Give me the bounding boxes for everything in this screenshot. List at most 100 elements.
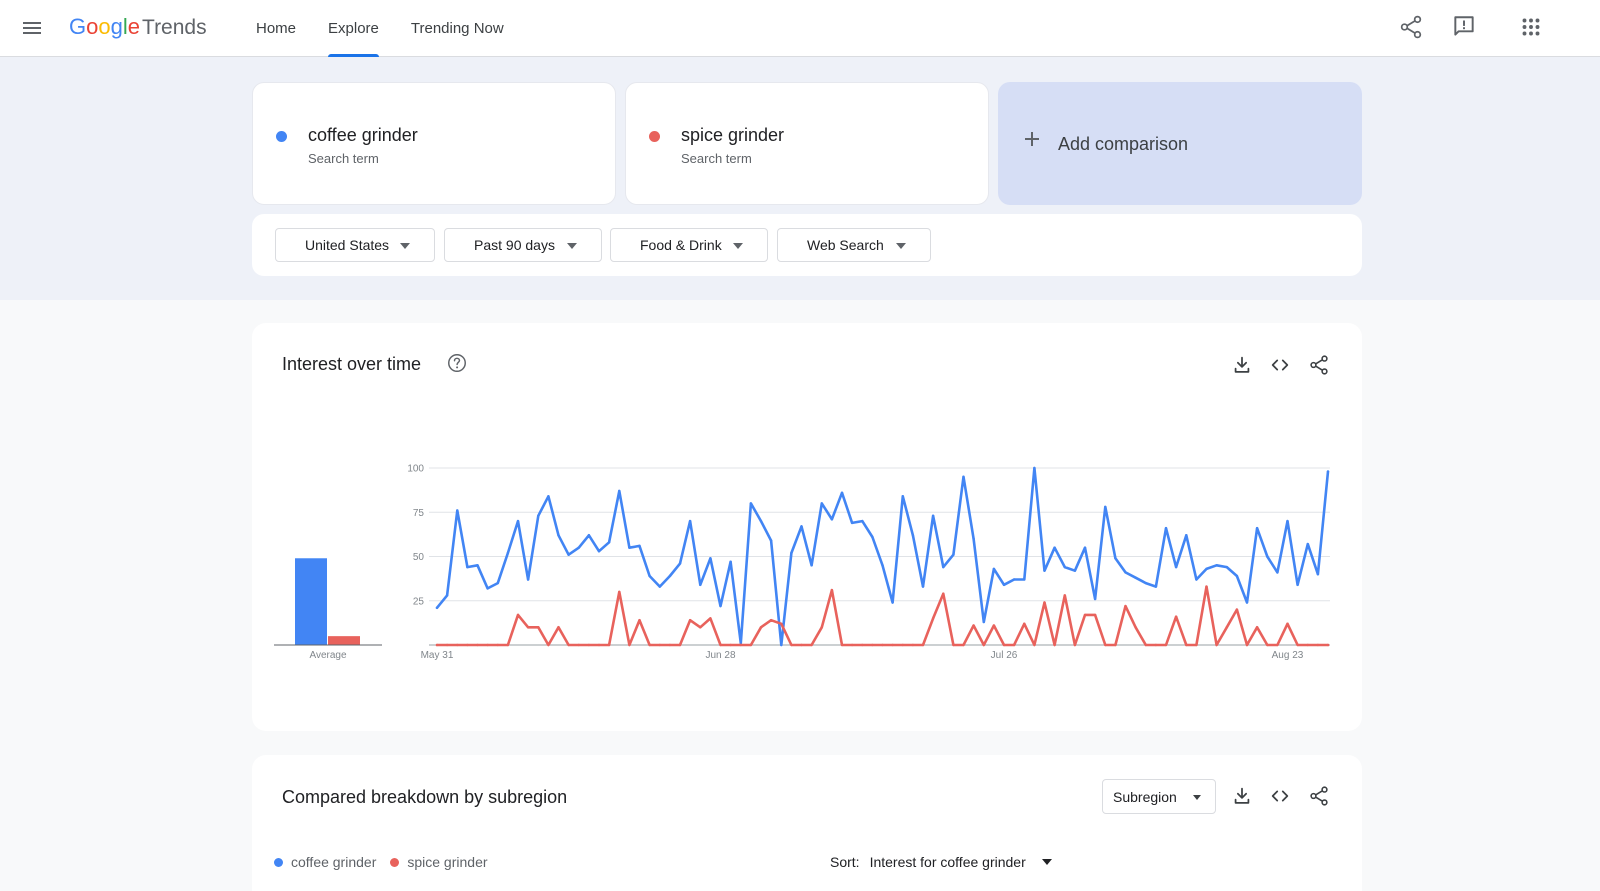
embed-icon[interactable] xyxy=(1269,354,1291,376)
data-point-coffee-grinder xyxy=(1164,526,1168,530)
plus-icon xyxy=(1025,132,1039,146)
region-filter-label: United States xyxy=(305,237,390,253)
data-point-coffee-grinder xyxy=(1316,573,1320,576)
time-filter[interactable]: Past 90 days xyxy=(444,228,602,262)
data-point-spice-grinder xyxy=(1235,608,1239,611)
data-point-spice-grinder xyxy=(1012,643,1016,647)
search-term-card-1[interactable]: coffee grinder Search term xyxy=(252,82,616,205)
share-icon[interactable] xyxy=(1398,14,1424,40)
average-label: Average xyxy=(309,650,347,661)
data-point-coffee-grinder xyxy=(567,553,570,556)
data-point-coffee-grinder xyxy=(982,620,985,624)
data-point-coffee-grinder xyxy=(1286,519,1289,523)
data-point-spice-grinder xyxy=(668,643,672,647)
search-type-filter-label: Web Search xyxy=(807,237,884,253)
dropdown-caret-icon xyxy=(896,243,906,249)
download-icon[interactable] xyxy=(1231,785,1253,807)
search-term-name: coffee grinder xyxy=(308,125,418,145)
average-bar-coffee-grinder xyxy=(295,558,327,645)
data-point-spice-grinder xyxy=(1023,622,1026,625)
menu-icon[interactable] xyxy=(20,16,44,40)
data-point-spice-grinder xyxy=(1164,643,1168,647)
feedback-icon[interactable] xyxy=(1451,14,1477,40)
sort-label: Sort: xyxy=(830,854,860,870)
help-icon[interactable] xyxy=(446,352,468,374)
data-point-spice-grinder xyxy=(466,643,469,647)
subregion-select[interactable]: Subregion xyxy=(1102,779,1216,814)
data-point-spice-grinder xyxy=(526,626,530,629)
data-point-coffee-grinder xyxy=(587,534,591,537)
data-point-coffee-grinder xyxy=(1235,574,1239,578)
data-point-coffee-grinder xyxy=(1033,466,1036,470)
data-point-spice-grinder xyxy=(496,643,499,647)
data-point-coffee-grinder xyxy=(911,534,915,537)
legend-dot xyxy=(274,857,283,867)
add-comparison-button[interactable]: Add comparison xyxy=(998,82,1362,205)
category-filter[interactable]: Food & Drink xyxy=(610,228,768,262)
nav-tab-trending-now[interactable]: Trending Now xyxy=(410,20,504,37)
x-tick-label: Jun 28 xyxy=(705,650,735,661)
data-point-coffee-grinder xyxy=(557,534,560,537)
dropdown-caret-icon[interactable] xyxy=(1041,859,1052,865)
subregion-select-label: Subregion xyxy=(1113,788,1177,805)
data-point-spice-grinder xyxy=(1195,643,1198,647)
filter-bar: United States Past 90 days Food & Drink … xyxy=(252,214,1362,276)
data-point-spice-grinder xyxy=(1154,643,1158,647)
data-point-spice-grinder xyxy=(911,643,915,647)
interest-over-time-title: Interest over time xyxy=(282,354,422,374)
data-point-spice-grinder xyxy=(962,643,965,647)
data-point-spice-grinder xyxy=(1316,643,1320,647)
data-point-coffee-grinder xyxy=(699,583,702,587)
data-point-coffee-grinder xyxy=(1205,567,1208,571)
search-term-card-2[interactable]: spice grinder Search term xyxy=(625,82,989,205)
data-point-coffee-grinder xyxy=(607,541,611,544)
nav-tab-home[interactable]: Home xyxy=(256,20,297,37)
search-type-filter[interactable]: Web Search xyxy=(777,228,931,262)
data-point-coffee-grinder xyxy=(1043,569,1046,572)
data-point-coffee-grinder xyxy=(901,495,904,498)
data-point-spice-grinder xyxy=(577,643,580,647)
data-point-spice-grinder xyxy=(709,617,712,620)
data-point-spice-grinder xyxy=(658,643,661,647)
data-point-coffee-grinder xyxy=(1225,565,1228,569)
region-filter[interactable]: United States xyxy=(275,228,435,262)
sort-value[interactable]: Interest for coffee grinder xyxy=(869,854,1026,870)
data-point-coffee-grinder xyxy=(1144,581,1147,585)
data-point-spice-grinder xyxy=(567,643,570,647)
share-icon[interactable] xyxy=(1308,785,1330,807)
legend-dot xyxy=(390,857,400,867)
subregion-breakdown-card: Compared breakdown by subregion Subregio… xyxy=(252,755,1362,891)
data-point-spice-grinder xyxy=(840,643,844,647)
data-point-coffee-grinder xyxy=(871,535,874,539)
data-point-spice-grinder xyxy=(618,590,621,594)
data-point-spice-grinder xyxy=(1185,643,1188,647)
data-point-coffee-grinder xyxy=(1255,526,1259,530)
data-point-spice-grinder xyxy=(435,643,439,647)
embed-icon[interactable] xyxy=(1269,785,1291,807)
data-point-coffee-grinder xyxy=(678,562,682,565)
main-nav: Home Explore Trending Now xyxy=(240,0,520,57)
data-point-spice-grinder xyxy=(759,626,763,629)
download-icon[interactable] xyxy=(1231,354,1253,376)
data-point-spice-grinder xyxy=(445,643,449,647)
data-point-coffee-grinder xyxy=(1073,569,1077,572)
data-point-coffee-grinder xyxy=(1093,597,1097,601)
data-point-spice-grinder xyxy=(749,643,753,647)
data-point-spice-grinder xyxy=(1073,643,1077,647)
y-tick-label: 100 xyxy=(407,464,424,475)
data-point-spice-grinder xyxy=(486,643,489,647)
data-point-spice-grinder xyxy=(1093,613,1097,617)
series-line-spice-grinder xyxy=(435,585,1330,647)
data-point-spice-grinder xyxy=(881,643,884,647)
y-tick-label: 25 xyxy=(413,596,425,607)
data-point-spice-grinder xyxy=(456,643,459,647)
data-point-coffee-grinder xyxy=(597,549,601,553)
nav-tab-explore[interactable]: Explore xyxy=(312,0,395,57)
data-point-coffee-grinder xyxy=(1063,565,1066,569)
apps-icon[interactable] xyxy=(1518,14,1544,40)
data-point-coffee-grinder xyxy=(850,521,854,525)
data-point-coffee-grinder xyxy=(820,502,823,505)
data-point-spice-grinder xyxy=(1144,643,1147,647)
share-icon[interactable] xyxy=(1308,354,1330,376)
